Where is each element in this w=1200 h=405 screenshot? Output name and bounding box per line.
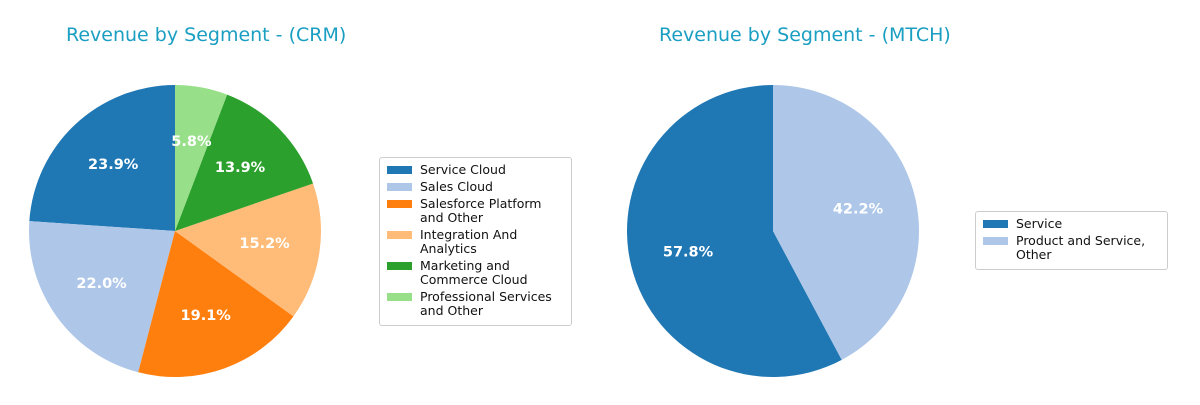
legend-swatch [983, 237, 1008, 245]
pie-chart-mtch: 57.8% 42.2% [627, 85, 919, 377]
legend-label: Integration And Analytics [420, 227, 518, 256]
pie-chart-crm: 23.9% 22.0% 19.1% 15.2% 13.9%5.8% [28, 85, 321, 377]
legend-label: Sales Cloud [420, 179, 493, 194]
legend-item: Integration And Analytics [387, 228, 564, 256]
pie-slice [28, 221, 175, 373]
legend-item: Product and Service, Other [983, 234, 1160, 262]
legend-swatch [387, 293, 412, 301]
legend-swatch [387, 200, 412, 208]
slice-value-label: 15.2% [239, 236, 290, 252]
slice-value-label: 23.9% [88, 157, 139, 173]
crm-chart-panel: Revenue by Segment - (CRM) 23.9% 22.0% 19.… [28, 24, 572, 377]
pie-slice [29, 85, 175, 231]
chart-title: Revenue by Segment - (MTCH) [659, 24, 951, 46]
legend-label: Service Cloud [420, 162, 506, 177]
legend-crm: Service Cloud Sales Cloud Salesforce Pla… [379, 157, 572, 326]
legend-label: Marketing and Commerce Cloud [420, 258, 528, 287]
pie-slice [175, 94, 314, 231]
legend-item: Salesforce Platform and Other [387, 197, 564, 225]
legend-item: Service [983, 217, 1160, 231]
legend-swatch [983, 220, 1008, 228]
legend-swatch [387, 166, 412, 174]
legend-label: Professional Services and Other [420, 289, 552, 318]
legend-swatch [387, 262, 412, 270]
pie-slice [627, 85, 842, 377]
pie-slice [175, 183, 321, 317]
pie-slice [773, 85, 919, 360]
legend-swatch [387, 231, 412, 239]
legend-label: Product and Service, Other [1016, 233, 1146, 262]
legend-item: Service Cloud [387, 163, 564, 177]
chart-title: Revenue by Segment - (CRM) [66, 24, 347, 46]
slice-value-label: 22.0% [76, 276, 127, 292]
legend-mtch: Service Product and Service, Other [975, 211, 1168, 270]
slice-value-label: 57.8% [663, 244, 714, 260]
legend-item: Professional Services and Other [387, 290, 564, 318]
pie-slice [138, 231, 294, 377]
legend-item: Sales Cloud [387, 180, 564, 194]
mtch-chart-panel: Revenue by Segment - (MTCH) 57.8% 42.2% S… [600, 0, 1200, 405]
legend-label: Service [1016, 216, 1063, 231]
slice-value-label: 42.2% [833, 202, 884, 218]
slice-value-label: 5.8% [171, 134, 212, 150]
pie-slice [175, 85, 228, 231]
legend-item: Marketing and Commerce Cloud [387, 259, 564, 287]
legend-label: Salesforce Platform and Other [420, 196, 542, 225]
legend-swatch [387, 183, 412, 191]
slice-value-label: 13.9% [215, 160, 266, 176]
slice-value-label: 19.1% [181, 308, 232, 324]
